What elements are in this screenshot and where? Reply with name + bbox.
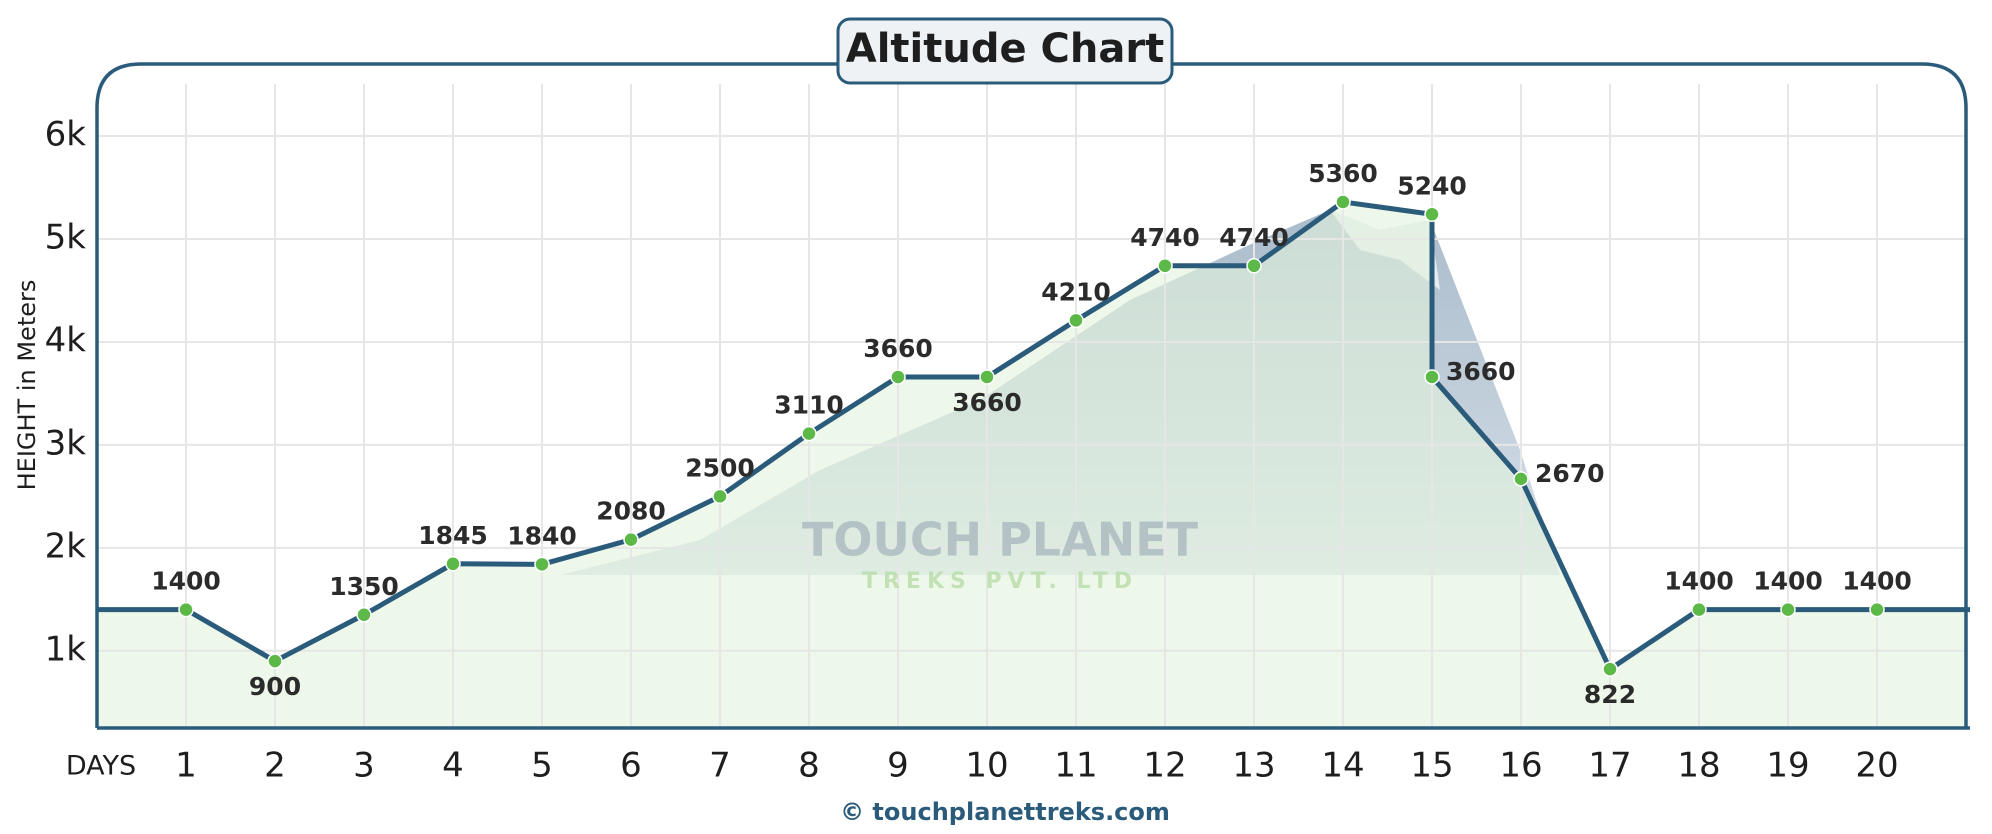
data-label: 2500 [685, 453, 755, 482]
point [1335, 194, 1351, 210]
x-tick-label: 6 [620, 746, 642, 786]
data-label: 4740 [1130, 223, 1200, 252]
x-tick-label: 11 [1054, 746, 1097, 786]
data-label: 3660 [952, 388, 1022, 417]
point [1068, 312, 1084, 329]
point [178, 601, 194, 618]
data-label: 1400 [1753, 567, 1823, 596]
point [1869, 601, 1885, 618]
data-label: 3110 [774, 391, 844, 420]
point [1424, 206, 1440, 223]
x-tick-label: 1 [175, 746, 197, 786]
watermark: TREKS PVT. LTD [862, 569, 1138, 594]
data-label: 1350 [329, 572, 399, 601]
point [1424, 369, 1440, 385]
x-axis-label: DAYS [66, 751, 136, 782]
data-label: 4740 [1219, 223, 1289, 252]
background [97, 201, 1966, 729]
point [267, 653, 283, 669]
x-tick-label: 16 [1499, 746, 1542, 786]
x-tick-label: 3 [353, 746, 375, 786]
x-tick-label: 20 [1855, 746, 1898, 786]
point [1513, 471, 1529, 487]
title-box [836, 17, 1174, 85]
data-label: 5240 [1397, 171, 1467, 200]
x-tick-label: 18 [1677, 746, 1720, 786]
y-axis-label: HEIGHT in Meters [13, 280, 41, 491]
plot: 1400 900 1350 1845 1840 2080 2500 3110 3660 3660 4… [97, 159, 1970, 709]
x-tick-label: 12 [1143, 746, 1186, 786]
x-tick-label: 2 [264, 746, 286, 786]
data-label: 2080 [596, 497, 666, 526]
x-tick-label: 13 [1232, 746, 1275, 786]
point [712, 488, 728, 505]
x-tick-label: 8 [798, 746, 820, 786]
y-tick-label: 1k [45, 629, 87, 669]
x-tick-label: 14 [1321, 746, 1364, 786]
x-tick-label: 4 [442, 746, 464, 786]
point [1602, 661, 1618, 677]
data-label: 1400 [1664, 567, 1734, 596]
y-tick-label: 2k [45, 526, 87, 566]
x-tick-label: 10 [965, 746, 1008, 786]
watermark: TOUCH PLANET [802, 513, 1199, 567]
data-label: 4210 [1041, 277, 1111, 306]
data-label: 5360 [1308, 159, 1378, 188]
data-label: 3660 [863, 334, 933, 363]
point [890, 369, 906, 385]
data-label: 900 [249, 672, 301, 701]
data-label: 1840 [507, 521, 577, 550]
x-tick-label: 15 [1410, 746, 1453, 786]
point [445, 556, 461, 572]
point [801, 425, 817, 442]
x-tick-label: 17 [1588, 746, 1631, 786]
data-label: 1400 [151, 567, 221, 596]
data-label: 1845 [418, 521, 488, 550]
x-tick-label: 19 [1766, 746, 1809, 786]
y-tick-label: 5k [45, 218, 87, 258]
footer: © touchplanettreks.com [840, 798, 1170, 826]
x-tick-label: 7 [709, 746, 731, 786]
chart-title: Altitude Chart [846, 26, 1164, 72]
data-label: 3660 [1446, 357, 1516, 386]
y-tick-label: 6k [45, 115, 87, 155]
point [623, 531, 639, 548]
point [1691, 601, 1707, 618]
data-label: 1400 [1842, 567, 1912, 596]
area [97, 201, 1966, 729]
x-tick-label: 5 [531, 746, 553, 786]
data-label: 2670 [1535, 459, 1605, 488]
x-tick-label: 9 [887, 746, 909, 786]
point [1780, 601, 1796, 618]
point [1157, 258, 1173, 274]
point [356, 607, 372, 623]
point [979, 369, 995, 385]
data-label: 822 [1584, 680, 1636, 709]
y-tick-label: 4k [45, 320, 87, 360]
y-tick-label: 3k [45, 423, 87, 463]
point [1246, 258, 1262, 274]
point [534, 556, 550, 573]
